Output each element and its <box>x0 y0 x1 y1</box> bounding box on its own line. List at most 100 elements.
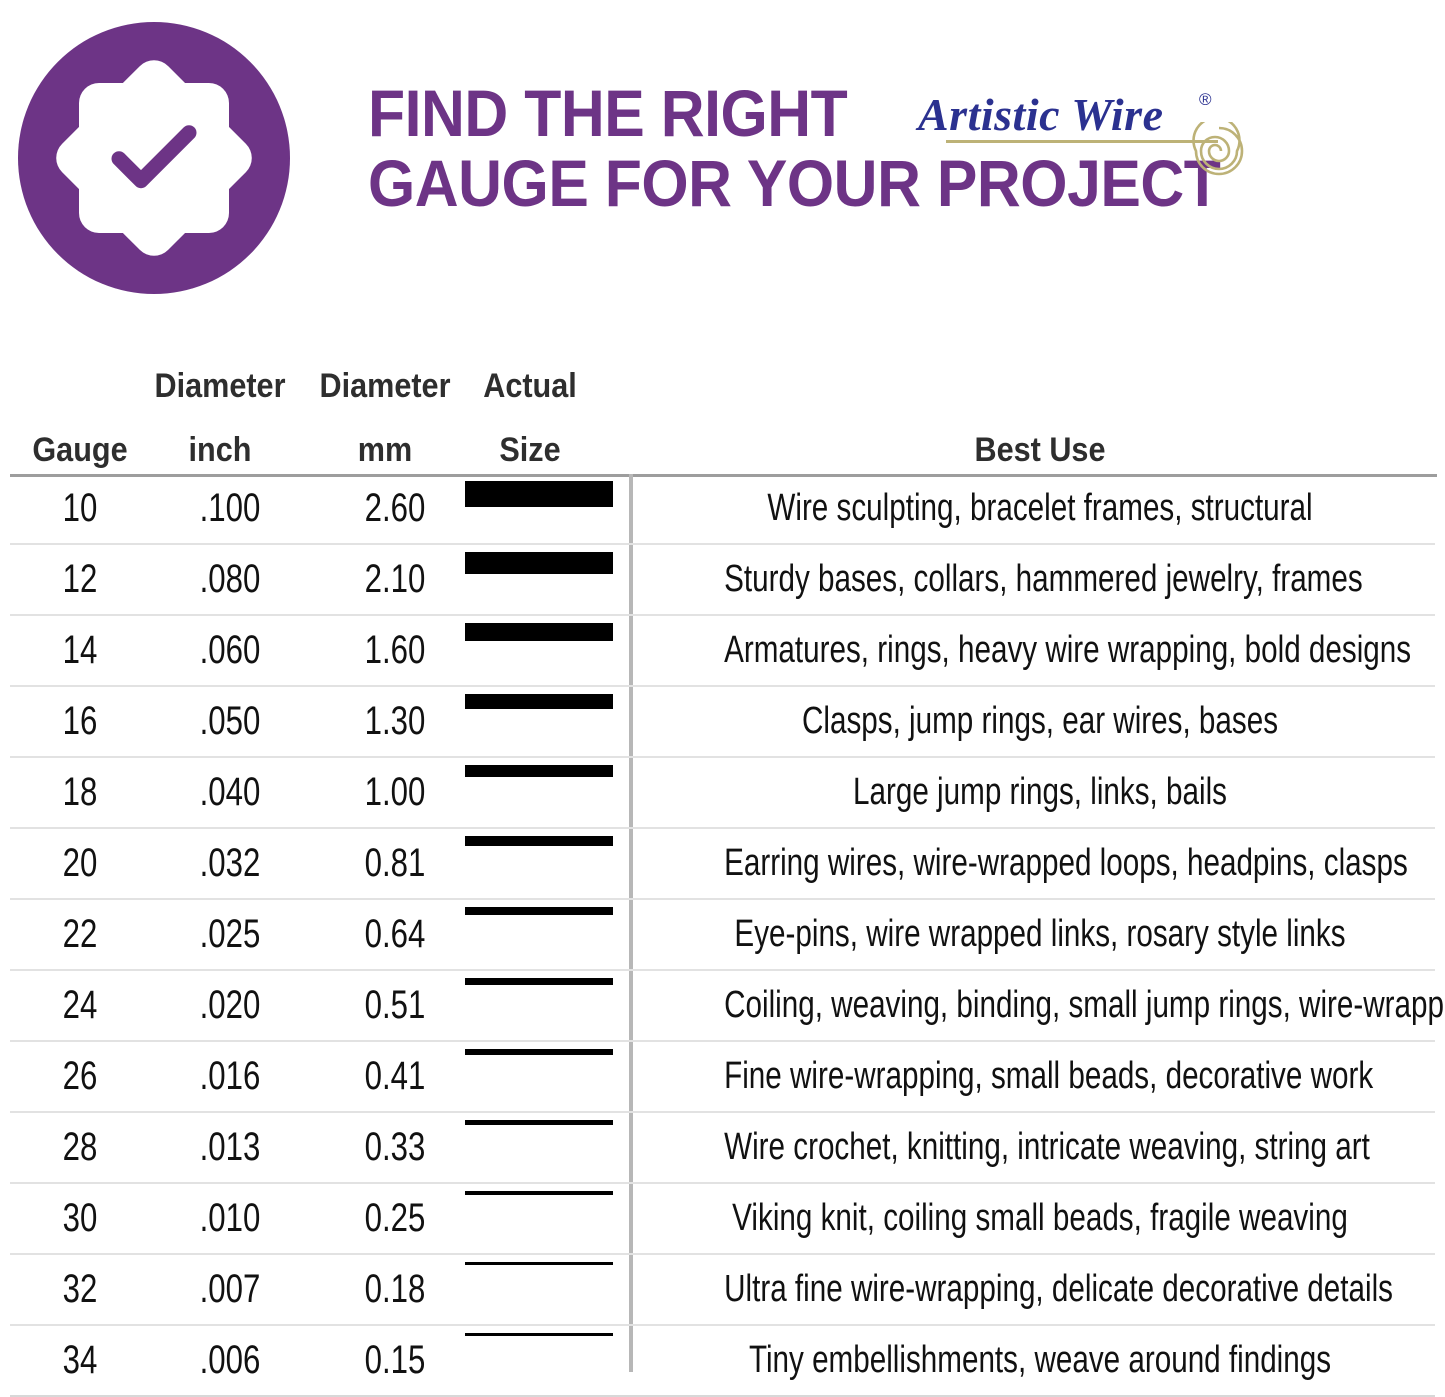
cell-best-use: Large jump rings, links, bails <box>853 771 1227 813</box>
cell-diameter-mm: 0.64 <box>364 912 426 956</box>
cell-actual-size <box>465 1042 615 1111</box>
table-row: 24 .020 0.51 Coiling, weaving, binding, sma… <box>10 971 1445 1042</box>
header-actual-size-top: Actual <box>483 367 577 405</box>
cell-gauge: 32 <box>62 1267 98 1311</box>
cell-gauge: 18 <box>62 770 98 814</box>
wire-gauge-table: Diameter Diameter Actual Gauge inch mm S… <box>0 352 1445 1397</box>
cell-gauge: 12 <box>62 557 98 601</box>
cell-best-use: Wire crochet, knitting, intricate weavin… <box>724 1126 1370 1168</box>
cell-actual-size <box>465 474 615 543</box>
cell-gauge: 14 <box>62 628 98 672</box>
cell-gauge: 30 <box>62 1196 98 1240</box>
cell-diameter-inch: .007 <box>199 1267 261 1311</box>
cell-diameter-inch: .032 <box>199 841 261 885</box>
cell-diameter-mm: 0.15 <box>364 1338 426 1382</box>
cell-diameter-inch: .020 <box>199 983 261 1027</box>
table-row: 30 .010 0.25 Viking knit, coiling small bea… <box>10 1184 1435 1255</box>
cell-best-use: Clasps, jump rings, ear wires, bases <box>801 700 1279 742</box>
wire-thickness-bar <box>465 481 613 507</box>
wire-thickness-bar <box>465 1049 613 1055</box>
header-size: Size <box>499 431 561 469</box>
wire-thickness-bar <box>465 623 613 641</box>
spiral-icon <box>1192 122 1244 176</box>
cell-diameter-inch: .013 <box>199 1125 261 1169</box>
cell-best-use: Viking knit, coiling small beads, fragil… <box>732 1197 1348 1239</box>
cell-actual-size <box>465 1255 615 1324</box>
checkmark-icon <box>111 125 197 189</box>
cell-diameter-mm: 0.81 <box>364 841 426 885</box>
artistic-wire-logo: Artistic Wire ® <box>918 88 1244 176</box>
cell-diameter-mm: 1.30 <box>364 699 426 743</box>
cell-diameter-inch: .040 <box>199 770 261 814</box>
cell-diameter-mm: 0.41 <box>364 1054 426 1098</box>
cell-actual-size <box>465 616 615 685</box>
table-row: 14 .060 1.60 Armatures, rings, heavy wire w… <box>10 616 1435 687</box>
cell-best-use: Eye-pins, wire wrapped links, rosary sty… <box>734 913 1346 955</box>
column-divider <box>629 474 633 1372</box>
wire-thickness-bar <box>465 552 613 574</box>
table-body: 10 .100 2.60 Wire sculpting, bracelet frame… <box>0 474 1445 1397</box>
cell-gauge: 10 <box>62 486 98 530</box>
table-row: 20 .032 0.81 Earring wires, wire-wrapped lo… <box>10 829 1435 900</box>
wire-thickness-bar <box>465 1333 613 1336</box>
cell-gauge: 20 <box>62 841 98 885</box>
wire-thickness-bar <box>465 836 613 846</box>
cell-diameter-mm: 0.33 <box>364 1125 426 1169</box>
page-title: FIND THE RIGHT GAUGE FOR YOUR PROJECT <box>368 78 1368 218</box>
cell-diameter-inch: .025 <box>199 912 261 956</box>
cell-best-use: Fine wire-wrapping, small beads, decorat… <box>724 1055 1374 1097</box>
cell-diameter-inch: .080 <box>199 557 261 601</box>
page-title-line-1: FIND THE RIGHT <box>368 76 848 150</box>
cell-diameter-inch: .006 <box>199 1338 261 1382</box>
cell-gauge: 28 <box>62 1125 98 1169</box>
badge-check-icon <box>18 22 290 294</box>
cell-diameter-inch: .100 <box>199 486 261 530</box>
brand-name: Artistic Wire <box>918 89 1164 140</box>
header-inch: inch <box>188 431 252 469</box>
header-best-use: Best Use <box>974 431 1106 469</box>
wire-thickness-bar <box>465 1120 613 1125</box>
cell-gauge: 22 <box>62 912 98 956</box>
cell-actual-size <box>465 758 615 827</box>
cell-actual-size <box>465 971 615 1040</box>
table-row: 28 .013 0.33 Wire crochet, knitting, intric… <box>10 1113 1435 1184</box>
header-mm: mm <box>357 431 413 469</box>
cell-best-use: Tiny embellishments, weave around findin… <box>748 1339 1332 1381</box>
wire-thickness-bar <box>465 978 613 985</box>
cell-best-use: Wire sculpting, bracelet frames, structu… <box>767 487 1313 529</box>
cell-best-use: Armatures, rings, heavy wire wrapping, b… <box>724 629 1412 671</box>
table-row: 12 .080 2.10 Sturdy bases, collars, hammere… <box>10 545 1435 616</box>
cell-best-use: Sturdy bases, collars, hammered jewelry,… <box>724 558 1363 600</box>
table-header-row-bottom: Gauge inch mm Size Best Use <box>0 430 1445 476</box>
cell-gauge: 34 <box>62 1338 98 1382</box>
header-diameter-mm-top: Diameter <box>319 367 451 405</box>
wire-thickness-bar <box>465 1262 613 1265</box>
cell-diameter-inch: .010 <box>199 1196 261 1240</box>
cell-gauge: 26 <box>62 1054 98 1098</box>
cell-diameter-mm: 2.10 <box>364 557 426 601</box>
table-header: Diameter Diameter Actual Gauge inch mm S… <box>0 352 1445 477</box>
cell-actual-size <box>465 1326 615 1395</box>
page-header: FIND THE RIGHT GAUGE FOR YOUR PROJECT Ar… <box>0 0 1445 340</box>
table-row: 22 .025 0.64 Eye-pins, wire wrapped links, … <box>10 900 1435 971</box>
table-row: 16 .050 1.30 Clasps, jump rings, ear wires,… <box>10 687 1435 758</box>
cell-diameter-mm: 0.51 <box>364 983 426 1027</box>
cell-diameter-mm: 2.60 <box>364 486 426 530</box>
cell-actual-size <box>465 1184 615 1253</box>
cell-diameter-inch: .060 <box>199 628 261 672</box>
cell-actual-size <box>465 545 615 614</box>
cell-actual-size <box>465 687 615 756</box>
wire-thickness-bar <box>465 765 613 777</box>
header-diameter-inch-top: Diameter <box>154 367 286 405</box>
page-title-line-2: GAUGE FOR YOUR PROJECT <box>368 146 1221 220</box>
cell-actual-size <box>465 900 615 969</box>
table-row: 26 .016 0.41 Fine wire-wrapping, small bead… <box>10 1042 1435 1113</box>
table-row: 18 .040 1.00 Large jump rings, links, bails <box>10 758 1435 829</box>
table-row: 10 .100 2.60 Wire sculpting, bracelet frame… <box>10 474 1435 545</box>
header-divider <box>10 474 1437 477</box>
header-gauge: Gauge <box>32 431 128 469</box>
cell-gauge: 16 <box>62 699 98 743</box>
cell-best-use: Ultra fine wire-wrapping, delicate decor… <box>724 1268 1393 1310</box>
table-row: 34 .006 0.15 Tiny embellishments, weave aro… <box>10 1326 1435 1397</box>
cell-best-use: Earring wires, wire-wrapped loops, headp… <box>724 842 1408 884</box>
